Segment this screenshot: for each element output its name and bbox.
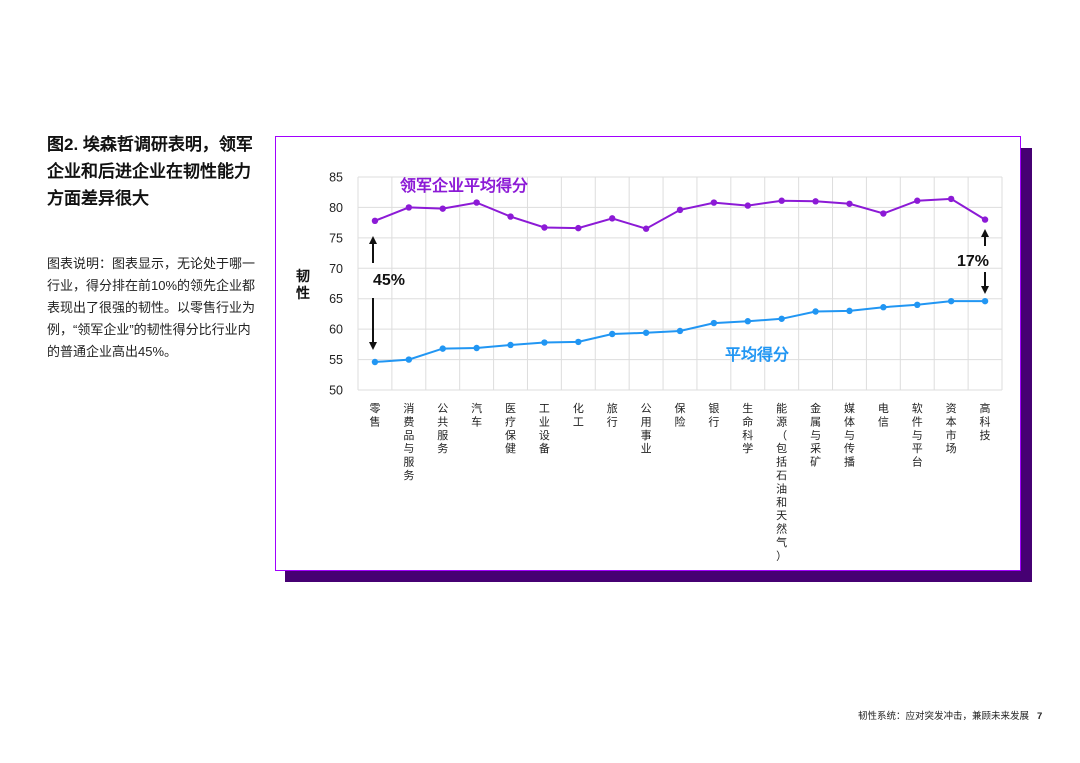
x-tick-label-13: 金属与采矿 xyxy=(810,401,821,469)
gap-arrowhead-up-right xyxy=(981,229,989,237)
y-axis-label-char-2: 性 xyxy=(296,285,310,302)
series-0-point-0 xyxy=(371,217,379,225)
gap-arrowhead-down-left xyxy=(369,342,377,350)
series-1-point-10 xyxy=(710,319,718,327)
gap-arrowhead-down-right xyxy=(981,286,989,294)
gap-arrowhead-up-left xyxy=(369,236,377,244)
x-tick-label-16: 软件与平台 xyxy=(912,401,923,469)
x-tick-label-12: 能源（包括石油和天然气） xyxy=(776,401,787,562)
series-0-point-17 xyxy=(947,195,955,203)
grid-layer xyxy=(357,176,1003,391)
series-1-point-15 xyxy=(880,304,887,311)
y-tick-labels: 50 55 60 65 70 75 80 85 xyxy=(329,171,343,398)
figure-title: 图2. 埃森哲调研表明，领军企业和后进企业在韧性能力方面差异很大 xyxy=(47,135,253,208)
x-tick-label-1: 消费品与服务 xyxy=(403,401,414,482)
x-tick-label-6: 化工 xyxy=(573,401,584,428)
gap-label-retail: 45% xyxy=(373,272,405,289)
series-1-point-13 xyxy=(812,308,819,315)
series-0-point-3 xyxy=(473,199,480,206)
series-label-leader: 领军企业平均得分 xyxy=(400,176,528,195)
series-0-point-5 xyxy=(541,224,548,231)
series-1-point-0 xyxy=(371,358,379,366)
x-tick-label-14: 媒体与传播 xyxy=(844,402,855,469)
series-1-point-6 xyxy=(575,338,582,346)
series-0-point-2 xyxy=(439,205,446,212)
series-0-point-8 xyxy=(642,225,650,232)
series-0-point-11 xyxy=(744,202,751,209)
series-0-point-6 xyxy=(575,224,582,232)
series-0-point-13 xyxy=(812,198,819,205)
y-tick-label-3: 65 xyxy=(329,292,343,306)
y-tick-label-0: 50 xyxy=(329,384,343,398)
series-0-point-1 xyxy=(405,204,413,211)
series-1-point-11 xyxy=(744,318,751,325)
series-0-point-9 xyxy=(676,206,684,214)
y-tick-label-7: 85 xyxy=(329,171,343,185)
x-tick-label-8: 公用事业 xyxy=(641,402,652,455)
y-axis-label-char-1: 韧 xyxy=(296,268,310,285)
series-1-point-14 xyxy=(846,307,853,315)
series-1-point-9 xyxy=(676,327,684,335)
x-tick-label-2: 公共服务 xyxy=(437,402,448,455)
x-tick-label-15: 电信 xyxy=(878,402,889,428)
series-0-point-16 xyxy=(914,197,921,204)
series-1-point-18 xyxy=(981,297,989,305)
x-tick-label-17: 资本市场 xyxy=(946,402,957,455)
series-1-point-2 xyxy=(439,345,446,352)
series-1-point-5 xyxy=(541,339,548,346)
series-0-point-14 xyxy=(846,200,853,207)
series-0-point-7 xyxy=(609,215,616,222)
x-tick-label-5: 工业设备 xyxy=(539,402,550,455)
annotation-layer: 45% 17% xyxy=(369,229,989,350)
series-label-average: 平均得分 xyxy=(725,345,789,364)
series-1-point-17 xyxy=(947,297,955,305)
series-1-point-12 xyxy=(778,315,785,322)
y-tick-label-5: 75 xyxy=(329,231,343,245)
figure-description: 图表说明：图表显示，无论处于哪一行业，得分排在前10%的领先企业都表现出了很强的… xyxy=(47,256,256,359)
series-1-point-3 xyxy=(473,344,480,352)
footer-text: 韧性系统：应对突发冲击，兼顾未来发展 xyxy=(858,711,1030,722)
series-1-point-7 xyxy=(609,330,616,338)
series-0-point-15 xyxy=(880,210,887,217)
series-0-point-12 xyxy=(778,197,785,204)
x-tick-label-0: 零售 xyxy=(369,402,380,428)
series-1-point-16 xyxy=(914,301,921,308)
x-tick-label-3: 汽车 xyxy=(471,401,482,428)
page-footer: 韧性系统：应对突发冲击，兼顾未来发展 7 xyxy=(858,708,1042,722)
series-1-point-4 xyxy=(507,341,514,349)
gap-label-hightech: 17% xyxy=(957,253,989,270)
x-tick-label-9: 保险 xyxy=(675,401,686,428)
y-tick-label-6: 80 xyxy=(329,201,343,215)
x-tick-label-10: 银行 xyxy=(708,401,719,428)
y-tick-label-1: 55 xyxy=(329,353,343,367)
x-tick-label-7: 旅行 xyxy=(607,401,618,428)
series-1-point-1 xyxy=(405,356,413,363)
series-0-point-18 xyxy=(981,216,989,223)
y-tick-label-2: 60 xyxy=(329,323,343,337)
x-tick-label-18: 高科技 xyxy=(980,401,991,442)
x-tick-label-4: 医疗保健 xyxy=(505,402,516,455)
series-line-0 xyxy=(374,197,986,230)
page-number: 7 xyxy=(1037,711,1043,722)
series-0-point-10 xyxy=(710,199,718,206)
series-1-point-8 xyxy=(642,329,650,336)
x-tick-label-11: 生命科学 xyxy=(742,401,753,455)
y-tick-label-4: 70 xyxy=(329,262,343,276)
series-0-point-4 xyxy=(507,213,514,220)
